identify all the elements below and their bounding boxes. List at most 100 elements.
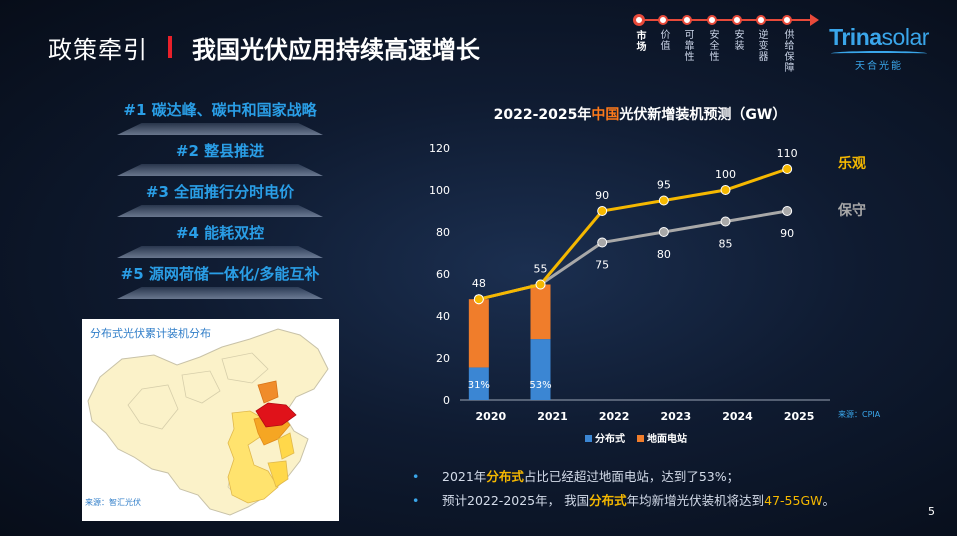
- line-data-label: 110: [777, 147, 798, 160]
- timeline-dot-icon: [732, 15, 742, 25]
- y-tick-label: 100: [429, 184, 450, 197]
- series-line: [478, 209, 788, 301]
- line-data-label: 48: [472, 277, 486, 290]
- timeline-step[interactable]: 逆变器: [754, 10, 768, 62]
- policy-list: #1 碳达峰、碳中和国家战略 #2 整县推进 #3 全面推行分时电价 #4 能耗双控 #…: [95, 96, 345, 301]
- series-point: [597, 206, 608, 216]
- timeline-dot-icon: [633, 14, 645, 26]
- bar-segment: [530, 284, 551, 340]
- bullet-text: 年均新增光伏装机将达到: [626, 493, 765, 508]
- x-tick-label: 2022: [599, 410, 630, 423]
- page-number: 5: [928, 505, 935, 518]
- series-point: [658, 195, 669, 206]
- legend-swatch: [637, 435, 644, 442]
- line-data-label: 100: [715, 168, 736, 181]
- logo-cn: 天合光能: [855, 61, 903, 72]
- bullet-item: • 预计2022-2025年， 我国分布式年均新增光伏装机将达到47-55GW。: [412, 493, 912, 517]
- policy-text: #5 源网荷储一体化/多能互补: [120, 265, 320, 283]
- bar-data-label: 31%: [468, 380, 490, 391]
- timeline-dot-icon: [756, 15, 766, 25]
- x-tick-label: 2024: [722, 410, 753, 423]
- timeline-step[interactable]: 安全性: [705, 10, 719, 62]
- timeline-label: 市场: [634, 30, 645, 52]
- chart-title-post: 光伏新增装机预测（GW）: [619, 107, 787, 123]
- page-title: 我国光伏应用持续高速增长: [192, 35, 480, 64]
- logo-brand-a: Trina: [829, 24, 882, 50]
- policy-item: #1 碳达峰、碳中和国家战略: [95, 96, 345, 137]
- timeline-step[interactable]: 供给保障: [780, 10, 794, 73]
- timeline-label: 安全性: [707, 29, 718, 62]
- logo-swoosh-icon: [831, 51, 927, 56]
- series-point: [782, 206, 793, 216]
- bullet-item: • 2021年分布式占比已经超过地面电站，达到了53%；: [412, 469, 912, 493]
- line-data-label: 90: [595, 189, 609, 202]
- legend-entry: 分布式: [595, 432, 625, 445]
- policy-item: #3 全面推行分时电价: [95, 178, 345, 219]
- x-tick-label: 2021: [537, 410, 568, 423]
- line-data-label: 90: [780, 227, 794, 240]
- timeline-label: 供给保障: [782, 29, 793, 73]
- legend-entry: 地面电站: [647, 432, 687, 445]
- section-title: 政策牵引: [48, 35, 148, 64]
- timeline-step[interactable]: 安装: [730, 10, 744, 51]
- chart-title: 2022-2025年中国光伏新增装机预测（GW）: [430, 104, 850, 124]
- chart-title-pre: 2022-2025年: [493, 107, 592, 123]
- bullet-text: 2021年: [442, 469, 487, 484]
- line-data-label: 75: [595, 259, 609, 272]
- chart-source: 来源：CPIA: [838, 410, 881, 419]
- map-source: 来源：智汇光伏: [85, 498, 141, 507]
- timeline-label: 逆变器: [756, 29, 767, 62]
- bar-segment: [468, 367, 489, 400]
- timeline-dot-icon: [658, 15, 668, 25]
- timeline-label: 安装: [732, 29, 743, 51]
- y-tick-label: 0: [443, 394, 450, 407]
- x-tick-label: 2020: [476, 410, 507, 423]
- china-map-icon: [87, 328, 329, 516]
- series-point: [658, 227, 669, 237]
- legend-swatch: [585, 435, 592, 442]
- bar-segment: [530, 339, 551, 400]
- y-tick-label: 60: [436, 268, 450, 281]
- slide-header: 政策牵引 我国光伏应用持续高速增长: [48, 30, 480, 64]
- bullet-dot-icon: •: [412, 493, 420, 508]
- series-line: [478, 167, 788, 301]
- policy-text: #2 整县推进: [175, 142, 265, 160]
- timeline-line: [638, 19, 814, 21]
- y-tick-label: 120: [429, 142, 450, 155]
- timeline-step[interactable]: 价值: [656, 10, 670, 51]
- timeline-label: 价值: [658, 29, 669, 51]
- timeline-label: 可靠性: [682, 29, 693, 62]
- series-point: [535, 279, 546, 290]
- timeline-step[interactable]: 可靠性: [680, 10, 694, 62]
- policy-pedestal: [117, 287, 323, 299]
- chapter-timeline: 市场 价值 可靠性 安全性 安装 逆变器 供给保障: [632, 10, 822, 90]
- bar-segment: [468, 299, 489, 368]
- policy-item: #2 整县推进: [95, 137, 345, 178]
- bullet-text: 。: [822, 493, 836, 508]
- timeline-dot-icon: [682, 15, 692, 25]
- line-data-label: 85: [719, 238, 733, 251]
- series-name-label: 保守: [837, 202, 866, 219]
- map-title: 分布式光伏累计装机分布: [90, 327, 211, 340]
- line-data-label: 80: [657, 248, 671, 261]
- x-tick-label: 2023: [661, 410, 692, 423]
- policy-text: #4 能耗双控: [175, 224, 265, 242]
- bullet-text: 占比已经超过地面电站，达到了53%；: [523, 469, 740, 484]
- policy-pedestal: [117, 164, 323, 176]
- policy-pedestal: [117, 205, 323, 217]
- timeline-arrow-icon: [810, 14, 819, 26]
- policy-text: #3 全面推行分时电价: [145, 183, 295, 201]
- timeline-step[interactable]: 市场: [632, 10, 646, 52]
- line-data-label: 95: [657, 179, 671, 192]
- bullet-text: 预计2022-2025年， 我国: [442, 493, 590, 508]
- series-point: [782, 164, 793, 174]
- y-tick-label: 20: [436, 352, 450, 365]
- bar-data-label: 53%: [529, 380, 551, 391]
- series-name-label: 乐观: [838, 155, 866, 172]
- bullet-text: 分布式: [589, 493, 627, 508]
- timeline-dot-icon: [782, 15, 792, 25]
- series-point: [597, 237, 608, 248]
- chart-title-highlight: 中国: [591, 107, 620, 123]
- policy-pedestal: [117, 246, 323, 258]
- series-point: [720, 185, 731, 195]
